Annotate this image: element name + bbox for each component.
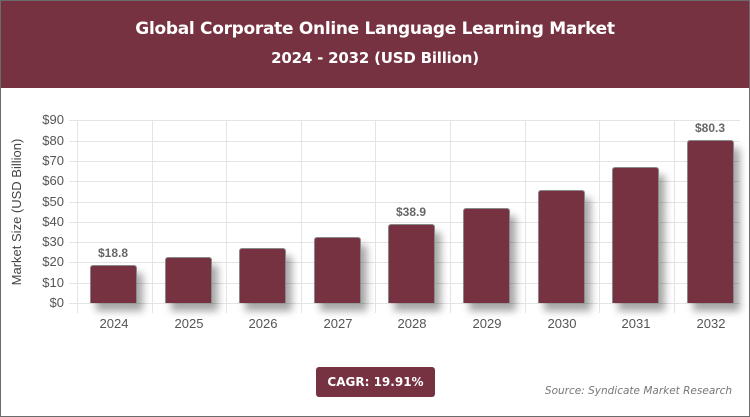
x-tick-label: 2024 xyxy=(99,316,129,331)
y-tick-label: $30 xyxy=(42,234,64,249)
x-tick-label: 2027 xyxy=(323,316,353,331)
chart-title: Global Corporate Online Language Learnin… xyxy=(135,19,615,39)
gridline-vertical xyxy=(77,120,78,313)
x-tick-label: 2025 xyxy=(174,316,204,331)
y-tick-label: $10 xyxy=(42,275,64,290)
bar-2032[interactable] xyxy=(687,140,734,303)
bar-value-label: $38.9 xyxy=(395,205,427,219)
x-tick-label: 2029 xyxy=(472,316,502,331)
gridline-horizontal xyxy=(69,181,740,182)
gridline-horizontal xyxy=(69,141,740,142)
bar-2025[interactable] xyxy=(165,257,212,303)
chart-header: Global Corporate Online Language Learnin… xyxy=(1,1,749,88)
y-tick-label: $70 xyxy=(42,153,64,168)
gridline-vertical xyxy=(450,120,451,313)
bar-2030[interactable] xyxy=(538,190,585,303)
bar-2024[interactable] xyxy=(90,265,137,303)
gridline-horizontal xyxy=(69,222,740,223)
cagr-badge: CAGR: 19.91% xyxy=(316,367,435,397)
x-tick-label: 2026 xyxy=(248,316,278,331)
bar-value-label: $80.3 xyxy=(694,121,726,135)
gridline-horizontal xyxy=(69,120,740,121)
bar-2026[interactable] xyxy=(239,248,286,303)
bar-2028[interactable] xyxy=(388,224,435,303)
x-tick-label: 2031 xyxy=(621,316,651,331)
bar-2029[interactable] xyxy=(463,208,510,303)
gridline-vertical xyxy=(375,120,376,313)
x-tick-label: 2030 xyxy=(547,316,577,331)
x-tick-label: 2032 xyxy=(696,316,726,331)
y-tick-label: $60 xyxy=(42,173,64,188)
bar-value-label: $18.8 xyxy=(97,246,129,260)
gridline-horizontal xyxy=(69,161,740,162)
gridline-vertical xyxy=(152,120,153,313)
gridline-vertical xyxy=(226,120,227,313)
y-tick-label: $80 xyxy=(42,133,64,148)
y-tick-label: $20 xyxy=(42,254,64,269)
chart-subtitle: 2024 - 2032 (USD Billion) xyxy=(271,49,479,67)
y-tick-label: $90 xyxy=(42,112,64,127)
source-note: Source: Syndicate Market Research xyxy=(544,385,732,397)
y-tick-label: $0 xyxy=(49,295,64,310)
bar-2031[interactable] xyxy=(612,167,659,303)
gridline-vertical xyxy=(599,120,600,313)
gridline-horizontal xyxy=(69,202,740,203)
gridline-vertical xyxy=(525,120,526,313)
x-tick-label: 2028 xyxy=(397,316,427,331)
y-tick-label: $40 xyxy=(42,214,64,229)
y-axis-label: Market Size (USD Billion) xyxy=(9,138,24,286)
gridline-horizontal xyxy=(69,303,740,304)
gridline-vertical xyxy=(301,120,302,313)
bar-2027[interactable] xyxy=(314,237,361,303)
y-tick-label: $50 xyxy=(42,194,64,209)
gridline-vertical xyxy=(674,120,675,313)
